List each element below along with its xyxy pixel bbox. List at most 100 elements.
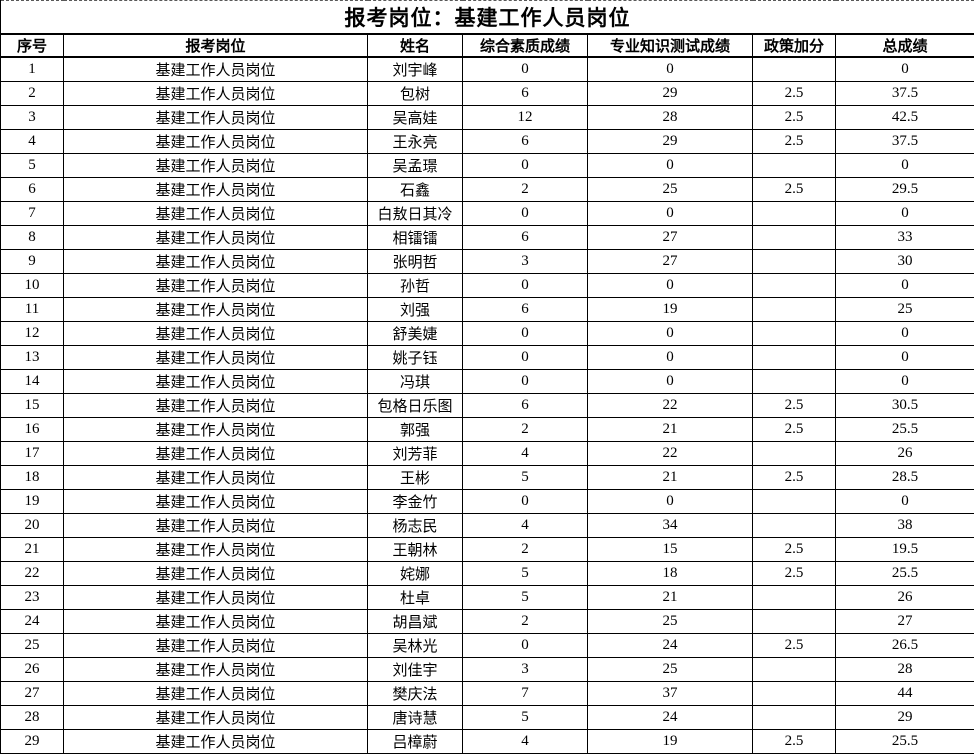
serial-cell: 14	[0, 369, 64, 394]
quality-score-cell: 3	[462, 657, 588, 682]
policy-bonus-cell	[752, 657, 836, 682]
table-row: 24 基建工作人员岗位 胡昌斌 2 25 27	[0, 609, 974, 634]
position-cell: 基建工作人员岗位	[63, 465, 368, 490]
name-cell: 杨志民	[367, 513, 463, 538]
policy-bonus-cell	[752, 681, 836, 706]
page-title: 报考岗位：基建工作人员岗位	[0, 0, 974, 35]
table-row: 18 基建工作人员岗位 王彬 5 21 2.5 28.5	[0, 465, 974, 490]
position-cell: 基建工作人员岗位	[63, 585, 368, 610]
position-cell: 基建工作人员岗位	[63, 729, 368, 754]
position-cell: 基建工作人员岗位	[63, 657, 368, 682]
policy-bonus-cell	[752, 609, 836, 634]
quality-score-cell: 0	[462, 56, 588, 82]
position-cell: 基建工作人员岗位	[63, 537, 368, 562]
position-cell: 基建工作人员岗位	[63, 441, 368, 466]
quality-score-cell: 0	[462, 633, 588, 658]
total-score-cell: 26	[834, 585, 974, 610]
position-cell: 基建工作人员岗位	[63, 249, 368, 274]
column-header-total-score: 总成绩	[834, 33, 974, 58]
total-score-cell: 37.5	[834, 81, 974, 106]
knowledge-score-cell: 22	[587, 441, 753, 466]
position-cell: 基建工作人员岗位	[63, 609, 368, 634]
policy-bonus-cell: 2.5	[752, 81, 836, 106]
name-cell: 刘宇峰	[367, 56, 463, 82]
knowledge-score-cell: 0	[587, 56, 753, 82]
serial-cell: 6	[0, 177, 64, 202]
total-score-cell: 25.5	[834, 561, 974, 586]
table-row: 19 基建工作人员岗位 李金竹 0 0 0	[0, 489, 974, 514]
position-cell: 基建工作人员岗位	[63, 56, 368, 82]
knowledge-score-cell: 21	[587, 465, 753, 490]
position-cell: 基建工作人员岗位	[63, 681, 368, 706]
total-score-cell: 33	[834, 225, 974, 250]
table-row: 23 基建工作人员岗位 杜卓 5 21 26	[0, 585, 974, 610]
position-cell: 基建工作人员岗位	[63, 705, 368, 730]
serial-cell: 24	[0, 609, 64, 634]
column-header-knowledge-score: 专业知识测试成绩	[587, 33, 753, 58]
position-cell: 基建工作人员岗位	[63, 153, 368, 178]
serial-cell: 7	[0, 201, 64, 226]
knowledge-score-cell: 25	[587, 657, 753, 682]
knowledge-score-cell: 15	[587, 537, 753, 562]
knowledge-score-cell: 0	[587, 321, 753, 346]
name-cell: 郭强	[367, 417, 463, 442]
quality-score-cell: 2	[462, 609, 588, 634]
total-score-cell: 26	[834, 441, 974, 466]
policy-bonus-cell: 2.5	[752, 393, 836, 418]
name-cell: 刘芳菲	[367, 441, 463, 466]
quality-score-cell: 5	[462, 561, 588, 586]
position-cell: 基建工作人员岗位	[63, 273, 368, 298]
table-row: 3 基建工作人员岗位 吴高娃 12 28 2.5 42.5	[0, 105, 974, 130]
knowledge-score-cell: 37	[587, 681, 753, 706]
total-score-cell: 25.5	[834, 729, 974, 754]
knowledge-score-cell: 21	[587, 585, 753, 610]
position-cell: 基建工作人员岗位	[63, 561, 368, 586]
position-cell: 基建工作人员岗位	[63, 345, 368, 370]
total-score-cell: 30.5	[834, 393, 974, 418]
total-score-cell: 29.5	[834, 177, 974, 202]
table-row: 11 基建工作人员岗位 刘强 6 19 25	[0, 297, 974, 322]
position-cell: 基建工作人员岗位	[63, 129, 368, 154]
total-score-cell: 29	[834, 705, 974, 730]
table-row: 8 基建工作人员岗位 相镭镭 6 27 33	[0, 225, 974, 250]
policy-bonus-cell	[752, 585, 836, 610]
total-score-cell: 28	[834, 657, 974, 682]
name-cell: 吴高娃	[367, 105, 463, 130]
table-row: 6 基建工作人员岗位 石鑫 2 25 2.5 29.5	[0, 177, 974, 202]
serial-cell: 18	[0, 465, 64, 490]
serial-cell: 1	[0, 56, 64, 82]
table-row: 14 基建工作人员岗位 冯琪 0 0 0	[0, 369, 974, 394]
position-cell: 基建工作人员岗位	[63, 633, 368, 658]
table-row: 10 基建工作人员岗位 孙哲 0 0 0	[0, 273, 974, 298]
serial-cell: 27	[0, 681, 64, 706]
name-cell: 杜卓	[367, 585, 463, 610]
serial-cell: 13	[0, 345, 64, 370]
title-row: 报考岗位：基建工作人员岗位	[0, 0, 974, 35]
quality-score-cell: 2	[462, 537, 588, 562]
serial-cell: 5	[0, 153, 64, 178]
column-header-position: 报考岗位	[63, 33, 368, 58]
name-cell: 吴林光	[367, 633, 463, 658]
serial-cell: 29	[0, 729, 64, 754]
position-cell: 基建工作人员岗位	[63, 225, 368, 250]
policy-bonus-cell	[752, 513, 836, 538]
quality-score-cell: 5	[462, 585, 588, 610]
table-row: 28 基建工作人员岗位 唐诗慧 5 24 29	[0, 705, 974, 730]
knowledge-score-cell: 21	[587, 417, 753, 442]
knowledge-score-cell: 0	[587, 273, 753, 298]
serial-cell: 20	[0, 513, 64, 538]
policy-bonus-cell: 2.5	[752, 537, 836, 562]
quality-score-cell: 6	[462, 81, 588, 106]
quality-score-cell: 5	[462, 465, 588, 490]
quality-score-cell: 2	[462, 417, 588, 442]
position-cell: 基建工作人员岗位	[63, 417, 368, 442]
policy-bonus-cell	[752, 225, 836, 250]
table-row: 12 基建工作人员岗位 舒美婕 0 0 0	[0, 321, 974, 346]
policy-bonus-cell	[752, 321, 836, 346]
policy-bonus-cell: 2.5	[752, 561, 836, 586]
quality-score-cell: 6	[462, 225, 588, 250]
position-cell: 基建工作人员岗位	[63, 297, 368, 322]
serial-cell: 15	[0, 393, 64, 418]
